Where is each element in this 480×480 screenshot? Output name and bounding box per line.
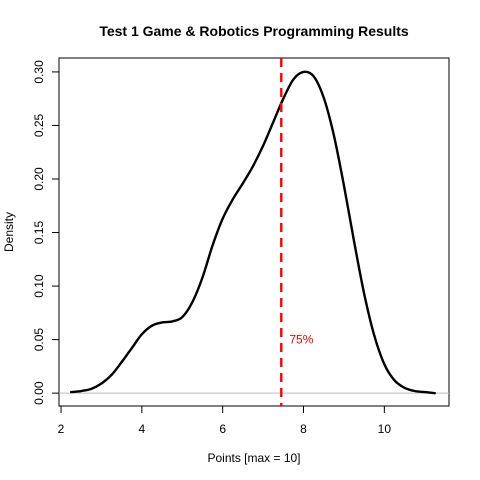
y-axis: 0.00 0.05 0.10 0.15 0.20 0.25 0.30 [32, 60, 60, 405]
y-tick-label: 0.10 [32, 274, 46, 298]
y-tick-label: 0.25 [32, 113, 46, 137]
chart-title: Test 1 Game & Robotics Programming Resul… [99, 23, 409, 39]
y-tick-label: 0.15 [32, 221, 46, 245]
x-tick-label: 6 [219, 422, 226, 436]
y-axis-label: Density [2, 212, 16, 252]
y-tick-label: 0.05 [32, 328, 46, 352]
x-tick-label: 8 [300, 422, 307, 436]
x-axis-label: Points [max = 10] [207, 451, 300, 465]
x-axis: 2 4 6 8 10 [58, 405, 392, 436]
plot-frame [58, 57, 450, 407]
percentile-75-label: 75% [289, 333, 313, 347]
x-tick-label: 10 [378, 422, 392, 436]
density-curve [69, 70, 437, 395]
y-tick-label: 0.30 [32, 60, 46, 84]
y-tick-label: 0.00 [32, 381, 46, 405]
x-tick-label: 4 [139, 422, 146, 436]
x-tick-label: 2 [58, 422, 65, 436]
y-tick-label: 0.20 [32, 167, 46, 191]
